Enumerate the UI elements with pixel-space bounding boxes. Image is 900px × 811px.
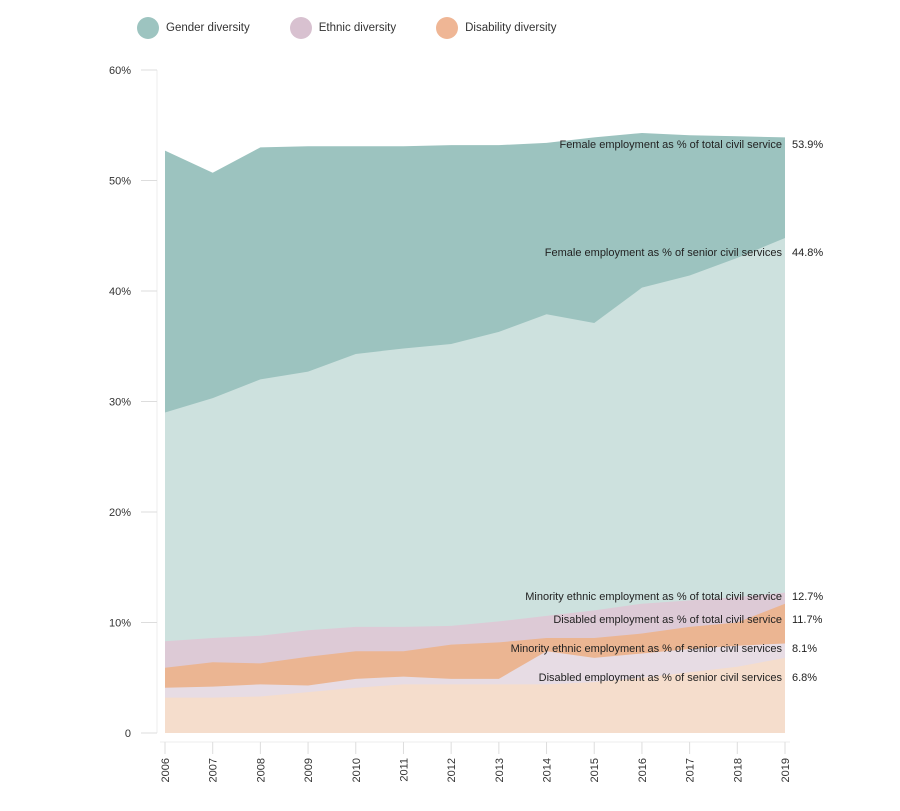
y-tick-label: 40% <box>109 286 131 298</box>
series-label-disabled-employment-as-pct-of-total-civil-service: Disabled employment as % of total civil … <box>553 614 782 626</box>
legend-label-disability: Disability diversity <box>465 22 557 34</box>
legend-swatch-gender-icon <box>137 17 159 39</box>
y-tick-label: 60% <box>109 65 131 77</box>
series-label-female-employment-as-pct-of-total-civil-service: Female employment as % of total civil se… <box>559 139 782 151</box>
end-value-disabled-employment-as-pct-of-senior-civil-services: 6.8% <box>792 672 817 684</box>
chart-areas <box>165 132 785 734</box>
x-tick-label: 2014 <box>542 758 554 782</box>
x-tick-label: 2019 <box>780 758 792 782</box>
x-tick-label: 2015 <box>589 758 601 782</box>
y-tick-label: 0 <box>125 728 131 740</box>
legend-swatch-ethnic-icon <box>289 17 312 39</box>
legend-label-gender: Gender diversity <box>166 22 250 34</box>
x-tick-label: 2007 <box>208 758 220 782</box>
legend-swatch-disability-icon <box>436 17 459 39</box>
x-tick-label: 2012 <box>446 758 458 782</box>
series-labels: Female employment as % of total civil se… <box>511 139 824 684</box>
end-value-minority-ethnic-employment-as-pct-of-total-civil-service: 12.7% <box>792 591 823 603</box>
end-value-minority-ethnic-employment-as-pct-of-senior-civil-services: 8.1% <box>792 643 817 655</box>
area-disabled-employment-as-pct-of-senior-civil-services <box>165 657 785 733</box>
end-value-female-employment-as-pct-of-senior-civil-services: 44.8% <box>792 247 823 259</box>
end-value-disabled-employment-as-pct-of-total-civil-service: 11.7% <box>792 614 823 626</box>
x-tick-label: 2017 <box>685 758 697 782</box>
y-tick-label: 30% <box>109 397 131 409</box>
series-label-minority-ethnic-employment-as-pct-of-senior-civil-services: Minority ethnic employment as % of senio… <box>511 643 783 655</box>
legend-item-disability[interactable]: Disability diversity <box>436 17 556 39</box>
legend-label-ethnic: Ethnic diversity <box>318 22 397 34</box>
y-tick-label: 20% <box>109 507 131 519</box>
end-value-female-employment-as-pct-of-total-civil-service: 53.9% <box>792 139 823 151</box>
series-label-minority-ethnic-employment-as-pct-of-total-civil-service: Minority ethnic employment as % of total… <box>525 591 782 603</box>
series-label-female-employment-as-pct-of-senior-civil-services: Female employment as % of senior civil s… <box>545 247 783 259</box>
x-tick-label: 2008 <box>255 758 267 782</box>
series-label-disabled-employment-as-pct-of-senior-civil-services: Disabled employment as % of senior civil… <box>539 672 783 684</box>
x-tick-label: 2009 <box>303 758 315 782</box>
x-tick-label: 2011 <box>398 758 410 782</box>
y-tick-label: 50% <box>109 176 131 188</box>
x-tick-label: 2016 <box>637 758 649 782</box>
x-tick-label: 2010 <box>351 758 363 782</box>
legend-item-gender[interactable]: Gender diversity <box>137 17 250 39</box>
x-tick-label: 2006 <box>160 758 172 782</box>
x-tick-label: 2018 <box>732 758 744 782</box>
legend: Gender diversity Ethnic diversity Disabi… <box>137 17 596 39</box>
legend-item-ethnic[interactable]: Ethnic diversity <box>289 17 397 39</box>
x-tick-label: 2013 <box>494 758 506 782</box>
chart-axes: 0 10% 20% 30% 40% 50% 60% 2006 2007 2008 2009 2010 2… <box>109 65 792 782</box>
y-tick-label: 10% <box>109 618 131 630</box>
